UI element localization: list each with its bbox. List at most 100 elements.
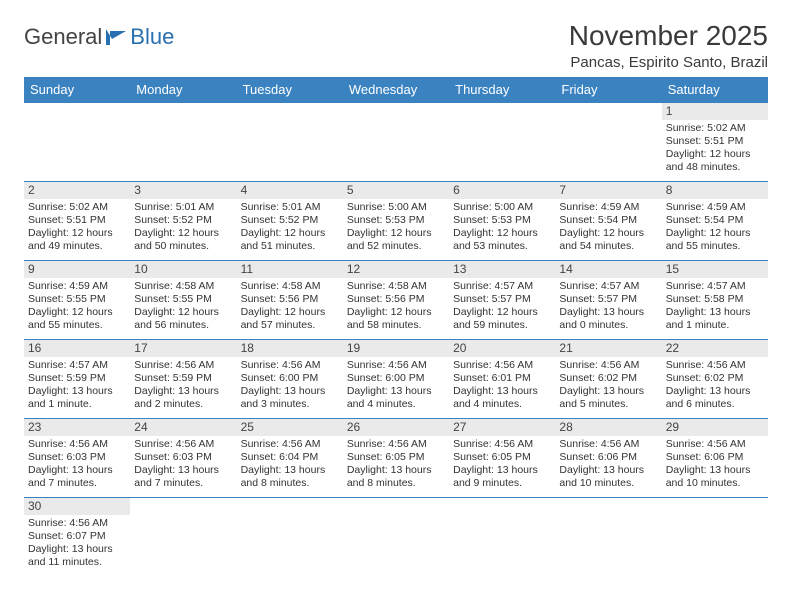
info-line: Daylight: 13 hours (28, 543, 126, 556)
day-number: 3 (130, 182, 236, 199)
info-line: Sunset: 6:04 PM (241, 451, 339, 464)
info-line: Daylight: 13 hours (666, 464, 764, 477)
info-line: Daylight: 12 hours (347, 227, 445, 240)
day-info: Sunrise: 4:58 AMSunset: 5:56 PMDaylight:… (347, 280, 445, 333)
info-line: Daylight: 12 hours (666, 227, 764, 240)
calendar-cell: 13Sunrise: 4:57 AMSunset: 5:57 PMDayligh… (449, 261, 555, 340)
calendar-cell (555, 498, 661, 577)
weekday-header: Friday (555, 77, 661, 103)
info-line: Sunrise: 5:01 AM (241, 201, 339, 214)
info-line: and 8 minutes. (241, 477, 339, 490)
calendar-cell: 24Sunrise: 4:56 AMSunset: 6:03 PMDayligh… (130, 419, 236, 498)
day-number: 2 (24, 182, 130, 199)
day-number: 1 (662, 103, 768, 120)
info-line: and 7 minutes. (28, 477, 126, 490)
info-line: Sunrise: 5:00 AM (453, 201, 551, 214)
info-line: and 4 minutes. (453, 398, 551, 411)
info-line: Sunset: 6:01 PM (453, 372, 551, 385)
weekday-header: Wednesday (343, 77, 449, 103)
day-info: Sunrise: 4:56 AMSunset: 6:06 PMDaylight:… (666, 438, 764, 491)
info-line: Daylight: 12 hours (241, 306, 339, 319)
day-info: Sunrise: 4:56 AMSunset: 6:05 PMDaylight:… (347, 438, 445, 491)
calendar-cell (24, 103, 130, 182)
calendar-cell: 12Sunrise: 4:58 AMSunset: 5:56 PMDayligh… (343, 261, 449, 340)
info-line: Sunset: 5:53 PM (453, 214, 551, 227)
info-line: Daylight: 13 hours (666, 306, 764, 319)
info-line: and 0 minutes. (559, 319, 657, 332)
info-line: Daylight: 12 hours (347, 306, 445, 319)
info-line: and 4 minutes. (347, 398, 445, 411)
calendar-cell: 2Sunrise: 5:02 AMSunset: 5:51 PMDaylight… (24, 182, 130, 261)
info-line: Sunrise: 4:56 AM (559, 438, 657, 451)
info-line: Daylight: 13 hours (559, 306, 657, 319)
day-number: 10 (130, 261, 236, 278)
day-info: Sunrise: 4:56 AMSunset: 6:03 PMDaylight:… (28, 438, 126, 491)
info-line: Daylight: 13 hours (666, 385, 764, 398)
day-info: Sunrise: 4:59 AMSunset: 5:54 PMDaylight:… (559, 201, 657, 254)
info-line: Sunset: 5:51 PM (28, 214, 126, 227)
info-line: Sunset: 5:55 PM (28, 293, 126, 306)
day-info: Sunrise: 4:56 AMSunset: 6:01 PMDaylight:… (453, 359, 551, 412)
day-number: 29 (662, 419, 768, 436)
calendar-cell: 9 Sunrise: 4:59 AMSunset: 5:55 PMDaylight… (24, 261, 130, 340)
logo-text-general: General (24, 24, 102, 50)
info-line: Sunrise: 4:57 AM (559, 280, 657, 293)
calendar-cell: 29 Sunrise: 4:56 AMSunset: 6:06 PMDayligh… (662, 419, 768, 498)
info-line: Daylight: 13 hours (453, 385, 551, 398)
info-line: Sunrise: 4:57 AM (453, 280, 551, 293)
day-info: Sunrise: 4:57 AMSunset: 5:57 PMDaylight:… (559, 280, 657, 333)
calendar-cell (130, 498, 236, 577)
calendar-cell (343, 498, 449, 577)
calendar-cell: 14Sunrise: 4:57 AMSunset: 5:57 PMDayligh… (555, 261, 661, 340)
info-line: and 51 minutes. (241, 240, 339, 253)
calendar-cell: 18Sunrise: 4:56 AMSunset: 6:00 PMDayligh… (237, 340, 343, 419)
calendar-cell (130, 103, 236, 182)
info-line: Daylight: 13 hours (559, 464, 657, 477)
info-line: Sunset: 6:00 PM (241, 372, 339, 385)
info-line: Daylight: 13 hours (28, 385, 126, 398)
info-line: and 48 minutes. (666, 161, 764, 174)
day-info: Sunrise: 4:56 AMSunset: 6:00 PMDaylight:… (347, 359, 445, 412)
info-line: Sunrise: 4:59 AM (559, 201, 657, 214)
calendar-cell: 1Sunrise: 5:02 AMSunset: 5:51 PMDaylight… (662, 103, 768, 182)
day-number: 15 (662, 261, 768, 278)
info-line: and 7 minutes. (134, 477, 232, 490)
calendar-cell: 4Sunrise: 5:01 AMSunset: 5:52 PMDaylight… (237, 182, 343, 261)
info-line: Sunset: 5:54 PM (666, 214, 764, 227)
day-number: 8 (662, 182, 768, 199)
day-number: 9 (24, 261, 130, 278)
day-number: 22 (662, 340, 768, 357)
weekday-header: Thursday (449, 77, 555, 103)
info-line: Sunset: 6:02 PM (666, 372, 764, 385)
info-line: Sunset: 6:05 PM (453, 451, 551, 464)
info-line: Sunrise: 4:56 AM (666, 438, 764, 451)
info-line: Sunrise: 4:57 AM (28, 359, 126, 372)
info-line: Sunrise: 4:56 AM (134, 359, 232, 372)
info-line: Daylight: 12 hours (241, 227, 339, 240)
calendar-cell: 27Sunrise: 4:56 AMSunset: 6:05 PMDayligh… (449, 419, 555, 498)
info-line: Sunset: 6:07 PM (28, 530, 126, 543)
day-number: 26 (343, 419, 449, 436)
info-line: Sunrise: 4:56 AM (559, 359, 657, 372)
day-info: Sunrise: 4:59 AMSunset: 5:55 PMDaylight:… (28, 280, 126, 333)
info-line: Daylight: 13 hours (241, 464, 339, 477)
info-line: Sunrise: 4:58 AM (134, 280, 232, 293)
info-line: Sunrise: 5:01 AM (134, 201, 232, 214)
day-info: Sunrise: 4:56 AMSunset: 6:05 PMDaylight:… (453, 438, 551, 491)
day-number: 24 (130, 419, 236, 436)
calendar-table: SundayMondayTuesdayWednesdayThursdayFrid… (24, 77, 768, 576)
info-line: and 10 minutes. (666, 477, 764, 490)
info-line: Sunrise: 4:56 AM (28, 438, 126, 451)
calendar-cell (662, 498, 768, 577)
info-line: Sunset: 5:59 PM (134, 372, 232, 385)
info-line: Sunrise: 5:00 AM (347, 201, 445, 214)
info-line: Sunrise: 4:59 AM (666, 201, 764, 214)
day-number: 6 (449, 182, 555, 199)
calendar-cell: 17Sunrise: 4:56 AMSunset: 5:59 PMDayligh… (130, 340, 236, 419)
info-line: Daylight: 13 hours (559, 385, 657, 398)
info-line: and 1 minute. (28, 398, 126, 411)
calendar-cell: 20Sunrise: 4:56 AMSunset: 6:01 PMDayligh… (449, 340, 555, 419)
day-number: 11 (237, 261, 343, 278)
day-number: 4 (237, 182, 343, 199)
day-number: 25 (237, 419, 343, 436)
